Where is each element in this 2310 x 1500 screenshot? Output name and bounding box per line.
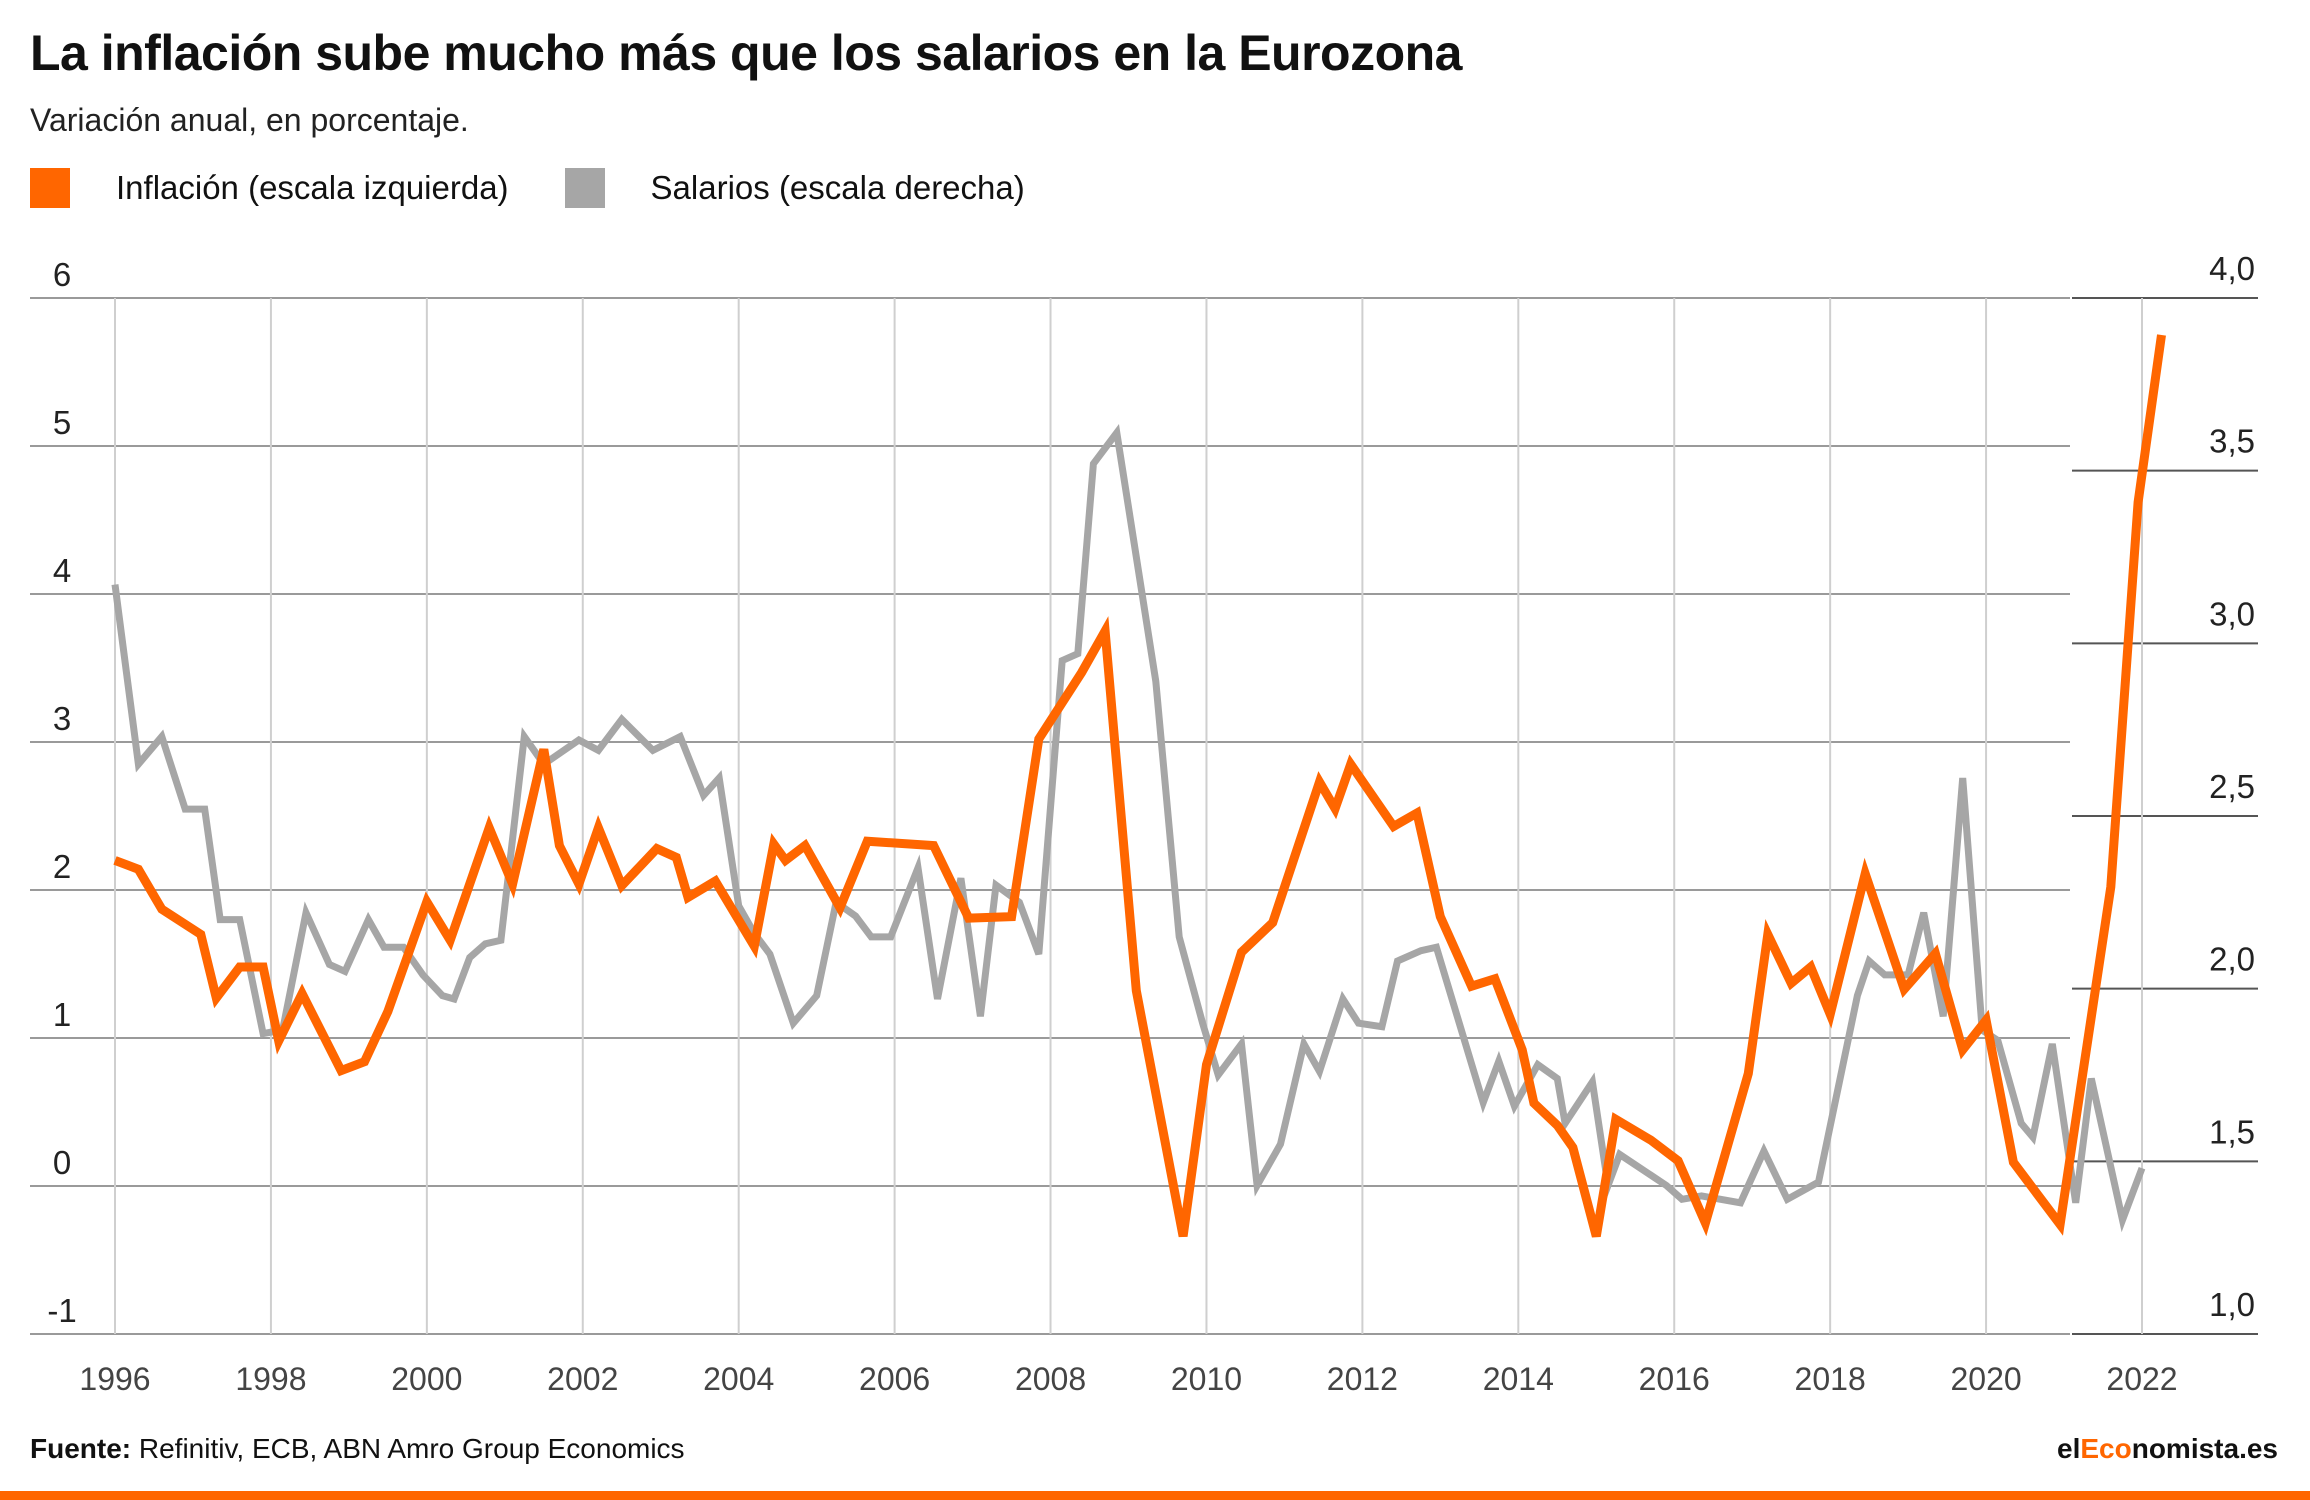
- x-tick-label: 2006: [859, 1361, 930, 1397]
- x-tick-label: 1998: [235, 1361, 306, 1397]
- legend-label-inflation: Inflación (escala izquierda): [116, 169, 509, 206]
- series-salaries-line: [111, 423, 2146, 1233]
- x-tick-label: 2004: [703, 1361, 774, 1397]
- x-tick-label: 2018: [1795, 1361, 1866, 1397]
- source-text: Refinitiv, ECB, ABN Amro Group Economics: [131, 1433, 685, 1464]
- x-tick-label: 2002: [547, 1361, 618, 1397]
- legend-swatch-salaries: [564, 168, 605, 208]
- y-right-tick-label: 1,5: [2209, 1113, 2255, 1150]
- y-right-tick-label: 2,5: [2209, 768, 2255, 805]
- y-right-tick-label: 2,0: [2209, 941, 2255, 978]
- y-left-tick-label: -1: [47, 1292, 76, 1329]
- y-left-tick-label: 5: [53, 404, 71, 441]
- x-tick-label: 2020: [1950, 1361, 2021, 1397]
- legend-swatch-inflation: [30, 168, 70, 208]
- x-tick-label: 2022: [2106, 1361, 2177, 1397]
- brand-logo: elEconomista.es: [2057, 1433, 2278, 1465]
- x-tick-label: 2008: [1015, 1361, 1086, 1397]
- x-tick-label: 2000: [391, 1361, 462, 1397]
- x-tick-label: 2014: [1483, 1361, 1554, 1397]
- line-chart: 6 5 4 3 2 1 0 -1 4,0 3,5 3,0 2,5 2,0 1,5 1,0 1996 1998 20…: [30, 250, 2258, 1397]
- y-left-tick-label: 2: [53, 848, 71, 885]
- chart-title: La inflación sube mucho más que los sala…: [30, 25, 1462, 81]
- x-tick-label: 2016: [1639, 1361, 1710, 1397]
- brand-prefix: el: [2057, 1433, 2081, 1464]
- x-tick-label: 2012: [1327, 1361, 1398, 1397]
- bottom-bar: [0, 1491, 2310, 1500]
- x-tick-label: 1996: [79, 1361, 150, 1397]
- legend-label-salaries: Salarios (escala derecha): [650, 169, 1025, 206]
- chart-subtitle: Variación anual, en porcentaje.: [30, 102, 469, 138]
- y-left-tick-label: 0: [53, 1144, 71, 1181]
- y-left-tick-label: 6: [53, 256, 71, 293]
- legend: Inflación (escala izquierda) Salarios (e…: [30, 166, 1081, 210]
- brand-accent: Eco: [2080, 1433, 2132, 1464]
- y-right-tick-label: 3,0: [2209, 595, 2255, 632]
- series-inflation-line: [113, 334, 2166, 1238]
- y-right-tick-label: 4,0: [2209, 250, 2255, 287]
- y-left-tick-label: 3: [53, 700, 71, 737]
- source-label: Fuente:: [30, 1433, 132, 1464]
- y-left-tick-label: 1: [53, 996, 71, 1033]
- x-tick-label: 2010: [1171, 1361, 1242, 1397]
- legend-item-inflation: Inflación (escala izquierda): [30, 168, 509, 208]
- legend-item-salaries: Salarios (escala derecha): [564, 168, 1025, 208]
- y-left-tick-label: 4: [53, 552, 71, 589]
- y-right-tick-label: 3,5: [2209, 423, 2255, 460]
- y-right-tick-label: 1,0: [2209, 1286, 2255, 1323]
- source-note: Fuente: Refinitiv, ECB, ABN Amro Group E…: [30, 1433, 685, 1465]
- brand-suffix: nomista.es: [2131, 1433, 2278, 1464]
